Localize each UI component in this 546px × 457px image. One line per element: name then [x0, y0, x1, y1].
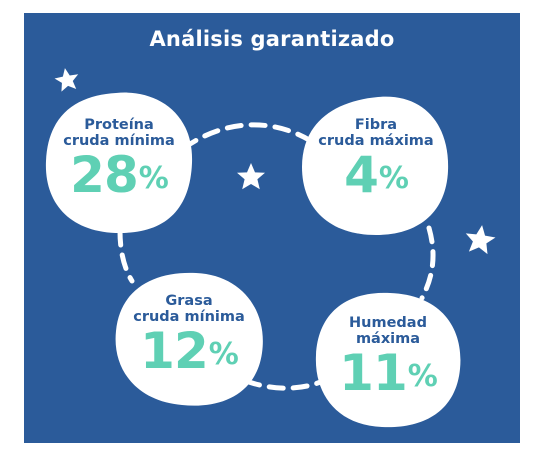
- label-line1: Humedad: [349, 315, 427, 331]
- value-unit: %: [208, 337, 239, 372]
- value-number: 11: [339, 344, 408, 402]
- label-line1: Proteína: [84, 117, 154, 133]
- dashed-connector-top: [181, 122, 317, 151]
- value-unit: %: [138, 161, 169, 196]
- blob-protein: Proteína cruda mínima 28%: [46, 117, 192, 201]
- value-number: 4: [344, 146, 379, 204]
- label-line1: Grasa: [165, 293, 213, 309]
- blob-fat: Grasa cruda mínima 12%: [116, 293, 262, 377]
- value-unit: %: [407, 359, 438, 394]
- label-line2: cruda mínima: [133, 309, 245, 325]
- star-icon: [237, 163, 265, 190]
- decoration-layer: [45, 68, 496, 428]
- label-line2: máxima: [355, 331, 421, 347]
- label-line2: cruda máxima: [318, 133, 434, 149]
- page-title: Análisis garantizado: [149, 27, 395, 51]
- blob-shape-fat: [115, 272, 263, 406]
- label-line2: cruda mínima: [63, 133, 175, 149]
- star-icon: [54, 68, 79, 92]
- star-icon: [465, 225, 496, 255]
- infographic-panel: Análisis garantizado Proteína cruda míni…: [24, 13, 520, 443]
- dashed-connector-left: [117, 228, 135, 284]
- label-line1: Fibra: [354, 117, 398, 133]
- blob-shape-moisture: [315, 292, 461, 428]
- value: 12%: [116, 325, 262, 377]
- value: 11%: [316, 347, 460, 399]
- blob-fiber: Fibra cruda máxima 4%: [304, 117, 448, 201]
- value: 4%: [304, 149, 448, 201]
- value-unit: %: [378, 161, 409, 196]
- blob-shape-fiber: [302, 96, 449, 235]
- value-number: 12: [140, 322, 209, 380]
- blob-shape-protein: [45, 92, 193, 233]
- value-number: 28: [70, 146, 139, 204]
- blob-moisture: Humedad máxima 11%: [316, 315, 460, 399]
- dashed-connector-right: [419, 225, 436, 301]
- value: 28%: [46, 149, 192, 201]
